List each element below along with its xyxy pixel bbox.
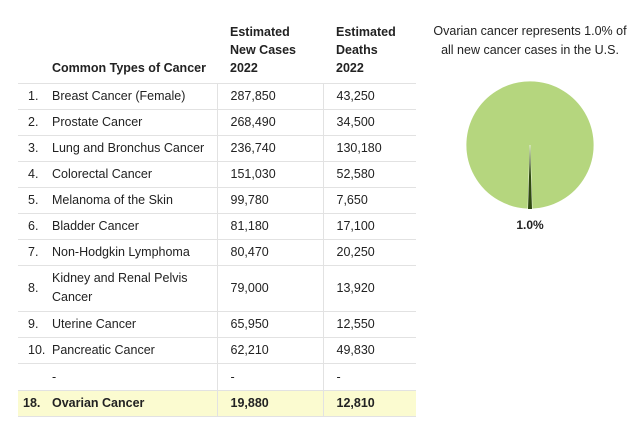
cancer-name-cell: 8. Kidney and Renal Pelvis Cancer xyxy=(18,265,218,312)
pie-slice-other xyxy=(465,80,595,210)
rank-number: 5. xyxy=(28,192,39,207)
cancer-name: Ovarian Cancer xyxy=(52,396,145,411)
rank-number: 6. xyxy=(28,218,39,233)
cancer-table-container: Common Types of Cancer Estimated New Cas… xyxy=(18,0,416,417)
deaths-cell: - xyxy=(322,363,416,391)
new-cases-cell: 62,210 xyxy=(216,337,324,364)
cancer-statistics-table: Common Types of Cancer Estimated New Cas… xyxy=(18,0,416,417)
rank-number: 9. xyxy=(28,316,39,331)
table-row: 5. Melanoma of the Skin 99,780 7,650 xyxy=(18,187,416,214)
cancer-name: Breast Cancer (Female) xyxy=(52,89,186,104)
cancer-name: Pancreatic Cancer xyxy=(52,343,155,358)
rank-number: 10. xyxy=(28,342,46,357)
cancer-name: Uterine Cancer xyxy=(52,317,137,332)
rank-number: 7. xyxy=(28,244,39,259)
table-header-row: Common Types of Cancer Estimated New Cas… xyxy=(18,0,416,84)
table-row-separator: - - - xyxy=(18,363,416,391)
pie-chart-title: Ovarian cancer represents 1.0% of all ne… xyxy=(430,22,630,60)
table-row: 7. Non-Hodgkin Lymphoma 80,470 20,250 xyxy=(18,239,416,266)
cancer-name: Non-Hodgkin Lymphoma xyxy=(52,245,190,260)
rank-number: 8. xyxy=(28,281,39,295)
cancer-name: Lung and Bronchus Cancer xyxy=(52,141,205,156)
cancer-name-cell: 9. Uterine Cancer xyxy=(18,311,218,338)
pie-chart-panel: Ovarian cancer represents 1.0% of all ne… xyxy=(430,0,630,250)
deaths-cell: 52,580 xyxy=(322,161,416,188)
new-cases-cell: 268,490 xyxy=(216,109,324,136)
pie-slice-ovarian xyxy=(527,145,533,209)
deaths-cell: 12,810 xyxy=(322,390,416,417)
cancer-name-cell: 5. Melanoma of the Skin xyxy=(18,187,218,214)
deaths-cell: 7,650 xyxy=(322,187,416,214)
new-cases-cell: 65,950 xyxy=(216,311,324,338)
cancer-name-cell: 6. Bladder Cancer xyxy=(18,213,218,240)
new-cases-cell: 99,780 xyxy=(216,187,324,214)
deaths-cell: 130,180 xyxy=(322,135,416,162)
table-row-highlighted: 18. Ovarian Cancer 19,880 12,810 xyxy=(18,390,416,417)
new-cases-cell: 151,030 xyxy=(216,161,324,188)
rank-number: 2. xyxy=(28,114,39,129)
cancer-name: Prostate Cancer xyxy=(52,115,143,130)
table-row: 3. Lung and Bronchus Cancer 236,740 130,1… xyxy=(18,135,416,162)
deaths-cell: 34,500 xyxy=(322,109,416,136)
new-cases-cell: 19,880 xyxy=(216,390,324,417)
pie-chart: 1.0% xyxy=(465,80,595,232)
new-cases-cell: 236,740 xyxy=(216,135,324,162)
header-deaths: Estimated Deaths 2022 xyxy=(323,0,416,84)
new-cases-cell: 80,470 xyxy=(216,239,324,266)
table-row: 10. Pancreatic Cancer 62,210 49,830 xyxy=(18,337,416,364)
header-new-cases-text: Estimated New Cases 2022 xyxy=(230,24,297,75)
deaths-cell: 17,100 xyxy=(322,213,416,240)
deaths-cell: 49,830 xyxy=(322,337,416,364)
cancer-name: Bladder Cancer xyxy=(52,219,139,234)
new-cases-cell: 79,000 xyxy=(216,265,324,312)
cancer-name-cell: - xyxy=(18,363,218,391)
table-row: 4. Colorectal Cancer 151,030 52,580 xyxy=(18,161,416,188)
deaths-cell: 20,250 xyxy=(322,239,416,266)
cancer-name: Kidney and Renal Pelvis Cancer xyxy=(52,271,188,304)
table-row: 1. Breast Cancer (Female) 287,850 43,250 xyxy=(18,83,416,110)
deaths-cell: 12,550 xyxy=(322,311,416,338)
pie-chart-title-line: all new cancer cases in the U.S. xyxy=(441,43,619,57)
table-row: 2. Prostate Cancer 268,490 34,500 xyxy=(18,109,416,136)
new-cases-cell: 81,180 xyxy=(216,213,324,240)
deaths-cell: 13,920 xyxy=(322,265,416,312)
new-cases-cell: 287,850 xyxy=(216,83,324,110)
header-cancer-type: Common Types of Cancer xyxy=(18,0,217,84)
new-cases-cell: - xyxy=(216,363,324,391)
table-row: 8.Kidney and Renal Pelvis Cancer 79,000 … xyxy=(18,265,416,312)
rank-number: 1. xyxy=(28,88,39,103)
rank-number: 4. xyxy=(28,166,39,181)
cancer-name: - xyxy=(52,369,57,384)
cancer-name-cell: 7. Non-Hodgkin Lymphoma xyxy=(18,239,218,266)
pie-data-label: 1.0% xyxy=(516,218,544,232)
table-row: 6. Bladder Cancer 81,180 17,100 xyxy=(18,213,416,240)
header-new-cases: Estimated New Cases 2022 xyxy=(217,0,323,84)
rank-number: 18. xyxy=(23,395,41,410)
cancer-name-cell: 10. Pancreatic Cancer xyxy=(18,337,218,364)
pie-chart-title-line: Ovarian cancer represents 1.0% of xyxy=(433,24,627,38)
cancer-name-cell: 18. Ovarian Cancer xyxy=(18,390,218,417)
cancer-name-cell: 2. Prostate Cancer xyxy=(18,109,218,136)
cancer-name: Colorectal Cancer xyxy=(52,167,153,182)
rank-number: 3. xyxy=(28,140,39,155)
cancer-name-cell: 3. Lung and Bronchus Cancer xyxy=(18,135,218,162)
cancer-name-cell: 4. Colorectal Cancer xyxy=(18,161,218,188)
cancer-name-cell: 1. Breast Cancer (Female) xyxy=(18,83,218,110)
cancer-name: Melanoma of the Skin xyxy=(52,193,173,208)
deaths-cell: 43,250 xyxy=(322,83,416,110)
table-row: 9. Uterine Cancer 65,950 12,550 xyxy=(18,311,416,338)
header-deaths-text: Estimated Deaths 2022 xyxy=(336,24,396,75)
